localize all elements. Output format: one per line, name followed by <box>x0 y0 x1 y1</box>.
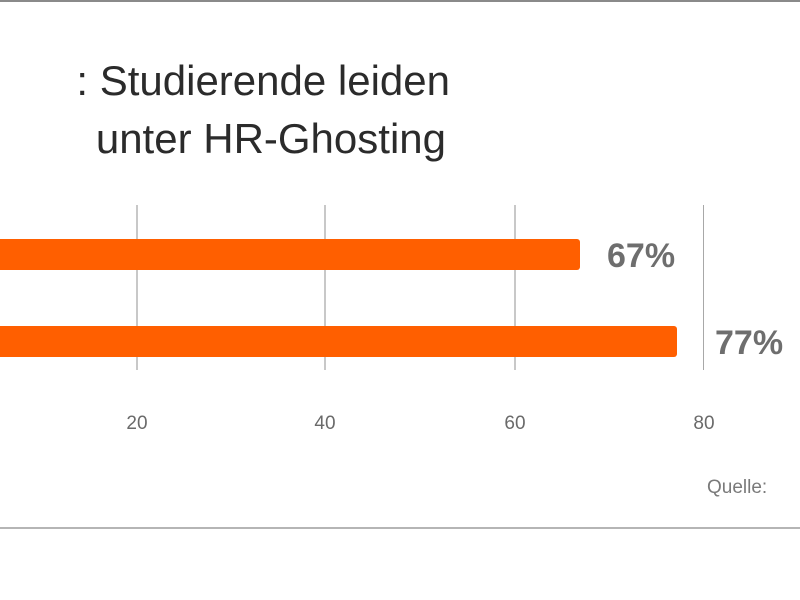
top-border <box>0 0 800 2</box>
bar-2 <box>0 326 677 357</box>
bar-2-value-label: 77% <box>715 324 784 362</box>
x-tick-20: 20 <box>126 413 148 434</box>
x-tick-60: 60 <box>504 413 526 434</box>
chart-title-line-1: : Studierende leiden <box>76 57 450 104</box>
source-label: Quelle: <box>707 477 768 498</box>
x-tick-80: 80 <box>693 413 715 434</box>
gridline-80 <box>703 205 704 370</box>
gridline-20 <box>136 205 138 370</box>
bar-1-value-label: 67% <box>607 237 676 275</box>
gridline-60 <box>514 205 516 370</box>
gridline-40 <box>324 205 326 370</box>
bottom-border <box>0 527 800 529</box>
bar-1 <box>0 239 580 270</box>
chart-title-line-2: unter HR-Ghosting <box>95 115 446 162</box>
chart-title: : Studierende leiden unter HR-Ghosting <box>0 52 460 168</box>
x-tick-40: 40 <box>314 413 336 434</box>
